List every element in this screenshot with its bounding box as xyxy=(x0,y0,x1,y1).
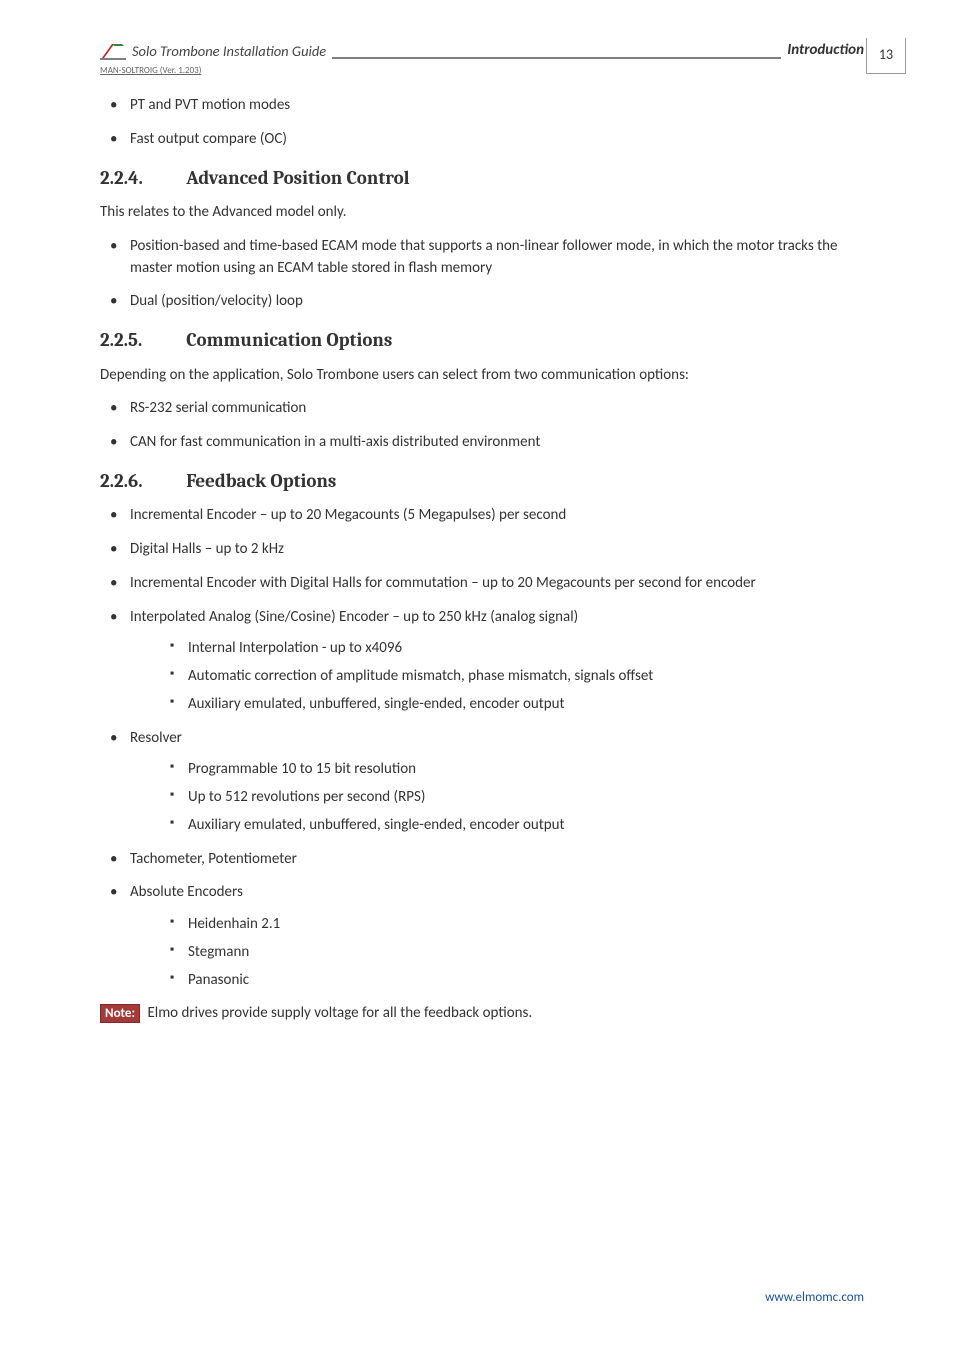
heading-title: Advanced Position Control xyxy=(186,167,409,189)
heading-225: 2.2.5. Communication Options xyxy=(100,327,864,355)
intro-bullets: PT and PVT motion modes Fast output comp… xyxy=(100,95,864,151)
footer-url: www.elmomc.com xyxy=(765,1289,864,1308)
sub-text: Up to 512 revolutions per second (RPS) xyxy=(188,788,425,806)
manual-ref: MAN-SOLTROIG (Ver. 1.203) xyxy=(100,64,864,77)
doc-title: Solo Trombone Installation Guide xyxy=(132,41,326,62)
sub-text: Heidenhain 2.1 xyxy=(188,915,280,933)
sub-text: Programmable 10 to 15 bit resolution xyxy=(188,760,416,778)
bullet-text: Tachometer, Potentiometer xyxy=(130,850,297,868)
brand-logo-icon xyxy=(100,40,126,62)
bullet-text: Fast output compare (OC) xyxy=(130,130,287,148)
list-item: Resolver Programmable 10 to 15 bit resol… xyxy=(100,728,864,837)
list-item: Auxiliary emulated, unbuffered, single-e… xyxy=(160,694,864,716)
sub-bullets: Internal Interpolation - up to x4096 Aut… xyxy=(160,638,864,715)
list-item: Automatic correction of amplitude mismat… xyxy=(160,666,864,688)
sub-text: Auxiliary emulated, unbuffered, single-e… xyxy=(188,816,565,834)
lead-225: Depending on the application, Solo Tromb… xyxy=(100,365,864,387)
list-item: Dual (position/velocity) loop xyxy=(100,291,864,313)
sub-text: Internal Interpolation - up to x4096 xyxy=(188,639,402,657)
heading-num: 2.2.6. xyxy=(100,468,182,496)
sub-bullets: Programmable 10 to 15 bit resolution Up … xyxy=(160,759,864,836)
list-item: Auxiliary emulated, unbuffered, single-e… xyxy=(160,815,864,837)
bullet-text: Interpolated Analog (Sine/Cosine) Encode… xyxy=(130,608,578,626)
heading-224: 2.2.4. Advanced Position Control xyxy=(100,165,864,193)
note-label: Note: xyxy=(100,1004,140,1023)
page-number-box: 13 xyxy=(866,38,906,74)
heading-title: Feedback Options xyxy=(186,470,336,492)
heading-226: 2.2.6. Feedback Options xyxy=(100,468,864,496)
list-item: Up to 512 revolutions per second (RPS) xyxy=(160,787,864,809)
bullet-text: Dual (position/velocity) loop xyxy=(130,292,303,310)
note-text: Elmo drives provide supply voltage for a… xyxy=(147,1004,532,1022)
sub-bullets: Heidenhain 2.1 Stegmann Panasonic xyxy=(160,914,864,991)
list-item: PT and PVT motion modes xyxy=(100,95,864,117)
note-line: Note: Elmo drives provide supply voltage… xyxy=(100,1003,864,1025)
bullet-text: Digital Halls – up to 2 kHz xyxy=(130,540,284,558)
list-item: Incremental Encoder with Digital Halls f… xyxy=(100,573,864,595)
bullets-225: RS-232 serial communication CAN for fast… xyxy=(100,398,864,454)
list-item: Stegmann xyxy=(160,942,864,964)
list-item: Position-based and time-based ECAM mode … xyxy=(100,236,864,280)
list-item: Programmable 10 to 15 bit resolution xyxy=(160,759,864,781)
sub-text: Auxiliary emulated, unbuffered, single-e… xyxy=(188,695,565,713)
list-item: Fast output compare (OC) xyxy=(100,129,864,151)
list-item: Heidenhain 2.1 xyxy=(160,914,864,936)
heading-num: 2.2.4. xyxy=(100,165,182,193)
list-item: Panasonic xyxy=(160,970,864,992)
bullets-226: Incremental Encoder – up to 20 Megacount… xyxy=(100,505,864,991)
sub-text: Stegmann xyxy=(188,943,249,961)
list-item: Tachometer, Potentiometer xyxy=(100,849,864,871)
list-item: CAN for fast communication in a multi-ax… xyxy=(100,432,864,454)
bullets-224: Position-based and time-based ECAM mode … xyxy=(100,236,864,313)
list-item: Digital Halls – up to 2 kHz xyxy=(100,539,864,561)
section-label: Introduction xyxy=(787,40,864,62)
page-number: 13 xyxy=(879,45,893,65)
list-item: Incremental Encoder – up to 20 Megacount… xyxy=(100,505,864,527)
list-item: Interpolated Analog (Sine/Cosine) Encode… xyxy=(100,607,864,716)
heading-num: 2.2.5. xyxy=(100,327,182,355)
header-row: Solo Trombone Installation Guide Introdu… xyxy=(100,40,864,62)
bullet-text: PT and PVT motion modes xyxy=(130,96,290,114)
list-item: Internal Interpolation - up to x4096 xyxy=(160,638,864,660)
bullet-text: Absolute Encoders xyxy=(130,883,243,901)
bullet-text: CAN for fast communication in a multi-ax… xyxy=(130,433,540,451)
bullet-text: Position-based and time-based ECAM mode … xyxy=(130,237,838,277)
bullet-text: RS-232 serial communication xyxy=(130,399,306,417)
sub-text: Automatic correction of amplitude mismat… xyxy=(188,667,653,685)
list-item: Absolute Encoders Heidenhain 2.1 Stegman… xyxy=(100,882,864,991)
bullet-text: Resolver xyxy=(130,729,182,747)
lead-224: This relates to the Advanced model only. xyxy=(100,202,864,224)
heading-title: Communication Options xyxy=(186,329,392,351)
header-rule xyxy=(332,57,781,59)
bullet-text: Incremental Encoder with Digital Halls f… xyxy=(130,574,756,592)
sub-text: Panasonic xyxy=(188,971,249,989)
bullet-text: Incremental Encoder – up to 20 Megacount… xyxy=(130,506,566,524)
list-item: RS-232 serial communication xyxy=(100,398,864,420)
